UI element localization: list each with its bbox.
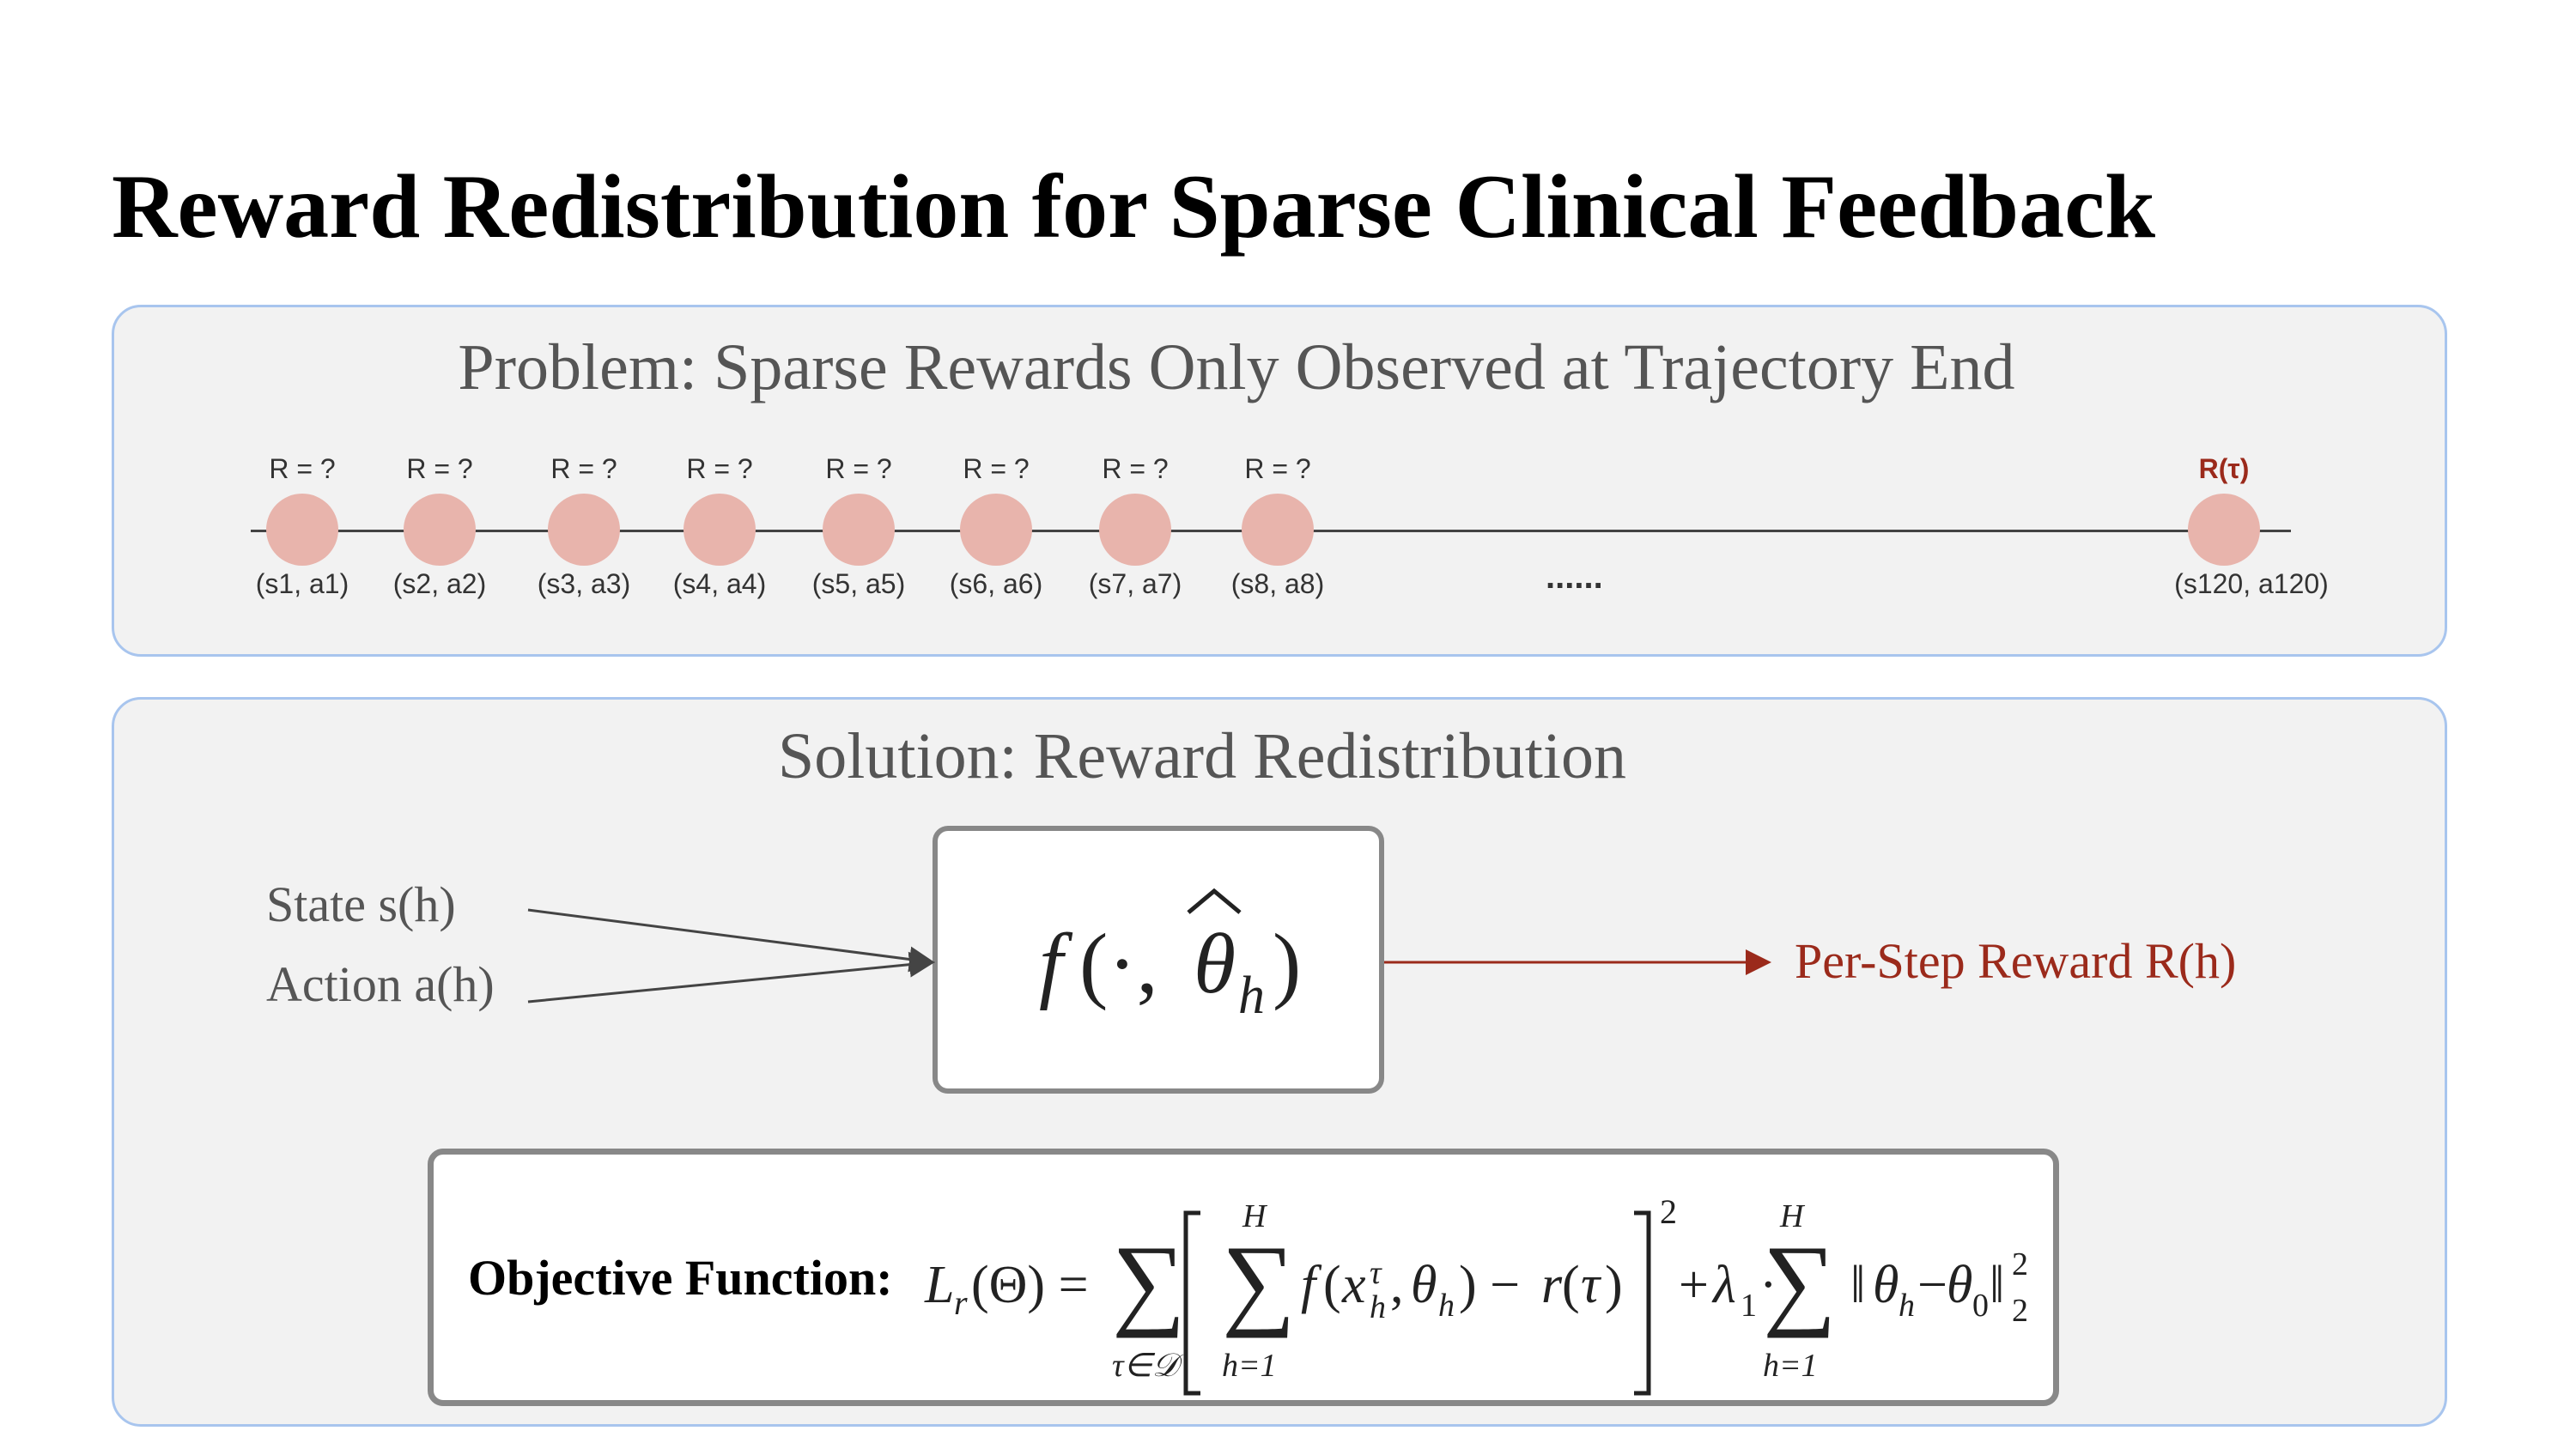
step-reward-label: R = ? — [406, 453, 473, 484]
svg-text:‖: ‖ — [1990, 1256, 2004, 1314]
step-state-label: (s5, a5) — [811, 568, 906, 599]
svg-text:‖: ‖ — [1850, 1256, 1865, 1314]
step-state-label: (s7, a7) — [1088, 568, 1182, 599]
step-reward-label: R = ? — [269, 453, 336, 484]
svg-text:0: 0 — [1972, 1288, 1989, 1324]
svg-text:−: − — [1917, 1256, 1947, 1314]
objective-function-box: Objective Function: L r (Θ) = ∑ τ∈𝒟 H ∑ … — [428, 1149, 2059, 1406]
svg-text:2: 2 — [1660, 1192, 1677, 1231]
svg-text:τ: τ — [1581, 1256, 1602, 1314]
svg-text:τ: τ — [1370, 1255, 1382, 1291]
step-reward-label: R = ? — [550, 453, 617, 484]
trajectory-step-node — [404, 494, 476, 566]
trajectory-step-node — [683, 494, 756, 566]
svg-text:(: ( — [1323, 1256, 1341, 1314]
svg-text:θ: θ — [1411, 1256, 1437, 1314]
solution-heading: Solution: Reward Redistribution — [778, 720, 1626, 792]
state-input-label: State s(h) — [266, 876, 456, 932]
action-input-label: Action a(h) — [266, 956, 495, 1012]
step-reward-label: R = ? — [686, 453, 753, 484]
final-state-label: (s120, a120) — [2174, 568, 2329, 599]
svg-text:) −: ) − — [1459, 1256, 1520, 1314]
svg-text:∑: ∑ — [1112, 1224, 1186, 1338]
svg-text:θ: θ — [1194, 916, 1236, 1011]
svg-text:f: f — [1301, 1256, 1322, 1314]
objective-function-label: Objective Function: — [468, 1250, 893, 1306]
objective-function-formula: L r (Θ) = ∑ τ∈𝒟 H ∑ h=1 f ( x τ h , θ h … — [924, 1192, 2028, 1396]
svg-text:x: x — [1341, 1256, 1366, 1314]
step-state-label: (s8, a8) — [1230, 568, 1325, 599]
problem-heading: Problem: Sparse Rewards Only Observed at… — [458, 331, 2015, 403]
svg-text:): ) — [1273, 916, 1301, 1011]
step-state-label: (s2, a2) — [392, 568, 487, 599]
trajectory-step-node — [1099, 494, 1171, 566]
svg-text:h: h — [1899, 1288, 1915, 1324]
reward-function-formula: f (·, θ h ) — [1039, 888, 1301, 1025]
trajectory-ellipsis: ...... — [1546, 558, 1603, 596]
svg-text:r: r — [1541, 1256, 1563, 1314]
problem-panel — [112, 305, 2447, 657]
step-reward-label: R = ? — [825, 453, 892, 484]
svg-text:1: 1 — [1741, 1288, 1757, 1324]
svg-text:2: 2 — [2012, 1293, 2028, 1329]
svg-text:+: + — [1679, 1256, 1709, 1314]
svg-text:∑: ∑ — [1222, 1224, 1296, 1338]
svg-text:H: H — [1779, 1198, 1806, 1234]
step-state-label: (s6, a6) — [949, 568, 1043, 599]
svg-text:(Θ) =: (Θ) = — [971, 1256, 1089, 1314]
per-step-reward-label: Per-Step Reward R(h) — [1795, 933, 2237, 989]
page-title: Reward Redistribution for Sparse Clinica… — [112, 156, 2156, 257]
trajectory-step-node — [1242, 494, 1314, 566]
svg-text:L: L — [924, 1256, 954, 1314]
trajectory-step-node — [960, 494, 1032, 566]
svg-text:θ: θ — [1947, 1256, 1972, 1314]
final-step-node — [2188, 494, 2260, 566]
step-state-label: (s3, a3) — [537, 568, 631, 599]
trajectory-step-node — [823, 494, 895, 566]
state-arrow — [527, 908, 935, 973]
svg-text:): ) — [1605, 1256, 1623, 1314]
final-reward-label: R(τ) — [2198, 453, 2250, 484]
svg-text:r: r — [954, 1283, 968, 1322]
svg-text:,: , — [1390, 1256, 1404, 1314]
svg-text:(: ( — [1562, 1256, 1580, 1314]
step-reward-label: R = ? — [1102, 453, 1169, 484]
svg-text:∑: ∑ — [1763, 1224, 1837, 1338]
trajectory-step-node — [548, 494, 620, 566]
svg-text:h: h — [1370, 1289, 1386, 1325]
step-reward-label: R = ? — [1244, 453, 1311, 484]
svg-text:h: h — [1238, 967, 1265, 1025]
step-reward-label: R = ? — [963, 453, 1030, 484]
svg-text:H: H — [1242, 1198, 1268, 1234]
action-arrow — [527, 951, 935, 1003]
svg-text:(·,: (·, — [1079, 916, 1158, 1011]
svg-text:θ: θ — [1873, 1256, 1899, 1314]
svg-text:h: h — [1438, 1288, 1455, 1324]
reward-function-box: f (·, θ h ) — [933, 826, 1384, 1094]
svg-text:·: · — [1759, 1256, 1777, 1314]
step-state-label: (s1, a1) — [255, 568, 349, 599]
svg-text:h=1: h=1 — [1222, 1348, 1277, 1384]
svg-text:λ: λ — [1711, 1256, 1736, 1314]
svg-text:h=1: h=1 — [1763, 1348, 1818, 1384]
svg-text:2: 2 — [2012, 1246, 2028, 1282]
trajectory-step-node — [266, 494, 338, 566]
svg-text:τ∈𝒟: τ∈𝒟 — [1112, 1348, 1184, 1384]
step-state-label: (s4, a4) — [672, 568, 767, 599]
